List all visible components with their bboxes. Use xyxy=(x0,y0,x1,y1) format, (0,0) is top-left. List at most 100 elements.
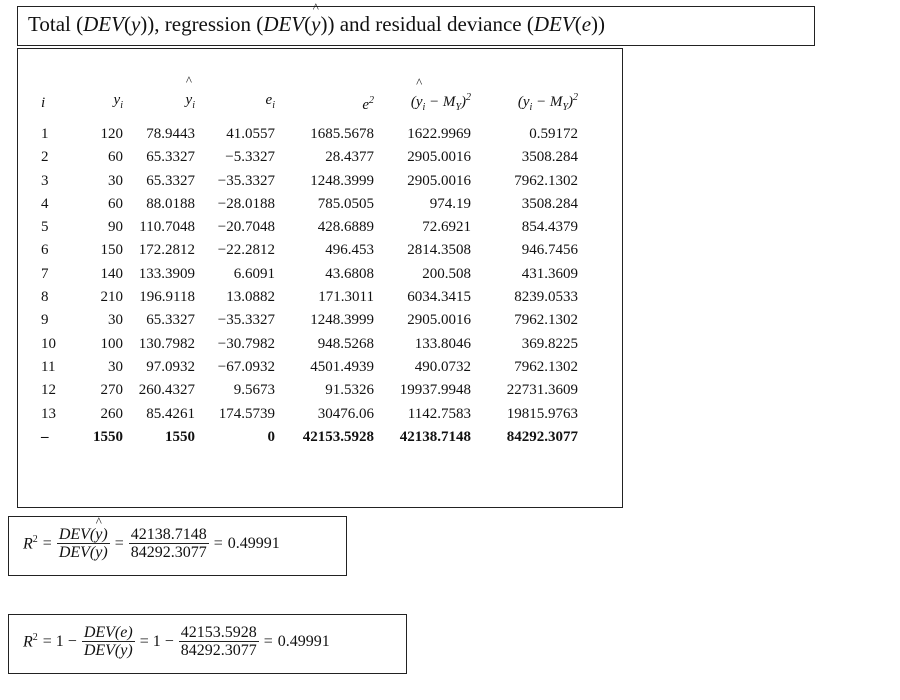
cell-e: −28.0188 xyxy=(217,195,275,212)
cell-tot: 22731.3609 xyxy=(506,382,578,399)
cell-i: 9 xyxy=(41,312,49,329)
cell-y: 30 xyxy=(108,172,123,189)
cell-tot: 431.3609 xyxy=(521,265,578,282)
cell-e2: 428.6889 xyxy=(317,219,374,236)
cell-e: 13.0882 xyxy=(226,289,275,306)
cell-reg: 2905.0016 xyxy=(407,149,471,166)
cell-e2: 1685.5678 xyxy=(310,126,374,142)
table-row: 6 150 172.2812 −22.2812 496.453 2814.3508 946.… xyxy=(27,239,578,262)
cell-e: −35.3327 xyxy=(217,312,275,329)
cell-tot: 19815.9763 xyxy=(506,405,578,422)
deviance-table: i yi yi ei e2 (yi − MY)2 (yi − MY)2 1120… xyxy=(27,74,578,449)
cell-e: −5.3327 xyxy=(225,149,275,166)
cell-yhat: 172.2812 xyxy=(138,242,195,259)
r-squared-formula-box: R2 = DEV(y)DEV(y) = 42138.714884292.3077… xyxy=(8,515,347,576)
cell-reg: 2814.3508 xyxy=(407,242,471,259)
cell-reg: 974.19 xyxy=(429,195,471,212)
cell-e2: 948.5268 xyxy=(317,335,374,352)
cell-i: 10 xyxy=(41,335,56,352)
cell-tot: 7962.1302 xyxy=(514,172,578,189)
cell-e2: 42153.5928 xyxy=(302,428,374,445)
r-squared-alt-result: 0.49991 xyxy=(277,632,330,650)
cell-yhat: 65.3327 xyxy=(146,172,195,189)
table-row: 5 90 110.7048 −20.7048 428.6889 72.6921 854.43… xyxy=(27,216,578,239)
cell-yhat: 65.3327 xyxy=(146,149,195,166)
deviance-table-box: i yi yi ei e2 (yi − MY)2 (yi − MY)2 1120… xyxy=(17,48,623,508)
cell-yhat: 133.3909 xyxy=(138,265,195,282)
cell-i: 2 xyxy=(41,149,49,166)
cell-e: 6.6091 xyxy=(233,265,275,282)
cell-y: 140 xyxy=(100,265,124,282)
cell-y: 90 xyxy=(108,219,123,236)
cell-i: 7 xyxy=(41,265,49,282)
cell-tot: 3508.284 xyxy=(521,149,578,166)
cell-reg: 133.8046 xyxy=(414,335,471,352)
cell-yhat: 97.0932 xyxy=(146,358,195,375)
cell-e2: 91.5326 xyxy=(325,382,374,399)
r-squared-alt-formula: R2 = 1 − DEV(e) DEV(y) = 1 − 42153.5928 84… xyxy=(23,624,330,659)
cell-y: 100 xyxy=(100,335,124,352)
cell-tot: 7962.1302 xyxy=(514,312,578,329)
cell-e2: 4501.4939 xyxy=(310,358,374,375)
fraction-dev: DEV(y)DEV(y) xyxy=(56,515,110,561)
table-body: 1 120 78.9443 41.0557 1685.5678 1622.9969 0.59… xyxy=(27,123,578,449)
total-row: – 1550 1550 0 42153.5928 42138.7148 84292.3077 xyxy=(27,426,578,449)
cell-reg: 6034.3415 xyxy=(407,289,471,306)
cell-i: 12 xyxy=(41,382,56,399)
cell-e: 41.0557 xyxy=(226,126,275,142)
cell-e: 174.5739 xyxy=(218,405,275,422)
cell-reg: 2905.0016 xyxy=(407,172,471,189)
r-squared-alt-formula-box: R2 = 1 − DEV(e) DEV(y) = 1 − 42153.5928 84… xyxy=(8,614,407,674)
cell-yhat: 196.9118 xyxy=(139,289,195,306)
table-row: 13 260 85.4261 174.5739 30476.06 1142.7583 198… xyxy=(27,403,578,426)
fraction-dev-alt: DEV(e) DEV(y) xyxy=(81,624,135,659)
cell-i: 4 xyxy=(41,195,49,212)
table-row: 8 210 196.9118 13.0882 171.3011 6034.3415 8239… xyxy=(27,286,578,309)
y-hat-symbol: y xyxy=(311,1,321,37)
table-row: 12 270 260.4327 9.5673 91.5326 19937.9948 2273… xyxy=(27,379,578,402)
cell-i: – xyxy=(41,428,49,445)
cell-reg: 1142.7583 xyxy=(407,405,471,422)
cell-e2: 30476.06 xyxy=(317,405,374,422)
cell-yhat: 65.3327 xyxy=(146,312,195,329)
cell-tot: 946.7456 xyxy=(521,242,578,259)
cell-y: 60 xyxy=(108,195,123,212)
header-i: i xyxy=(41,95,46,111)
cell-e: −22.2812 xyxy=(217,242,275,259)
cell-e: −30.7982 xyxy=(217,335,275,352)
cell-tot: 8239.0533 xyxy=(514,289,578,306)
cell-reg: 72.6921 xyxy=(422,219,471,236)
cell-y: 210 xyxy=(100,289,124,306)
cell-i: 3 xyxy=(41,172,49,189)
cell-y: 270 xyxy=(100,382,124,399)
cell-y: 120 xyxy=(100,126,124,142)
cell-yhat: 85.4261 xyxy=(146,405,195,422)
cell-e2: 171.3011 xyxy=(318,289,374,306)
cell-tot: 854.4379 xyxy=(521,219,578,236)
table-row: 9 30 65.3327 −35.3327 1248.3999 2905.0016 7962… xyxy=(27,309,578,332)
header-yhat: yi xyxy=(123,74,195,123)
table-row: 4 60 88.0188 −28.0188 785.0505 974.19 3508.284 xyxy=(27,193,578,216)
cell-i: 6 xyxy=(41,242,49,259)
cell-yhat: 78.9443 xyxy=(146,126,195,142)
header-e: ei xyxy=(265,92,275,111)
table-row: 1 120 78.9443 41.0557 1685.5678 1622.9969 0.59… xyxy=(27,123,578,146)
cell-tot: 7962.1302 xyxy=(514,358,578,375)
cell-reg: 200.508 xyxy=(422,265,471,282)
title-box: Total (DEV(y)), regression (DEV(y)) and … xyxy=(17,1,815,46)
cell-e: −20.7048 xyxy=(217,219,275,236)
cell-yhat: 1550 xyxy=(165,428,195,445)
cell-e: −35.3327 xyxy=(217,172,275,189)
cell-e2: 43.6808 xyxy=(325,265,374,282)
cell-i: 1 xyxy=(41,126,49,142)
table-header-row: i yi yi ei e2 (yi − MY)2 (yi − MY)2 xyxy=(27,74,578,123)
cell-e2: 1248.3999 xyxy=(310,312,374,329)
cell-tot: 84292.3077 xyxy=(506,428,578,445)
fraction-values: 42138.7148 84292.3077 xyxy=(128,526,209,561)
cell-i: 11 xyxy=(41,358,56,375)
table-row: 10 100 130.7982 −30.7982 948.5268 133.8046 369… xyxy=(27,333,578,356)
cell-y: 150 xyxy=(100,242,124,259)
cell-yhat: 88.0188 xyxy=(146,195,195,212)
table-row: 7 140 133.3909 6.6091 43.6808 200.508 431.3609 xyxy=(27,263,578,286)
title: Total (DEV(y)), regression (DEV(y)) and … xyxy=(28,1,605,37)
